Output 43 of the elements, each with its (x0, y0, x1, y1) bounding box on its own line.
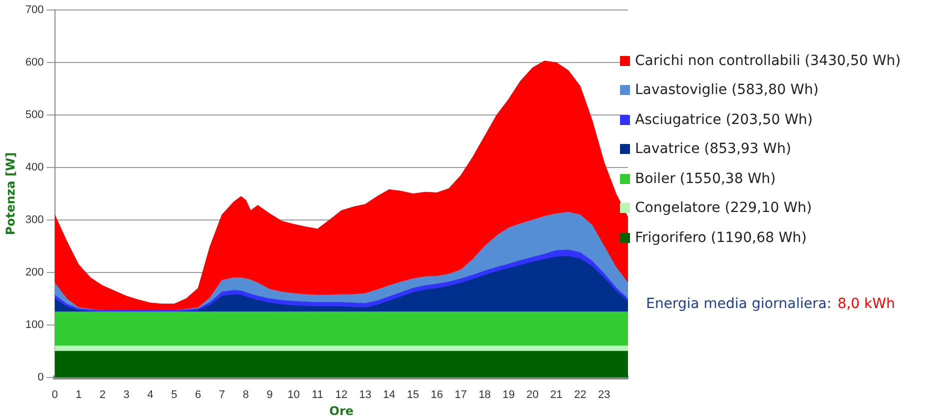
x-tick-label: 18 (478, 389, 491, 402)
x-tick-label: 15 (406, 389, 420, 402)
y-tick-label: 0 (38, 371, 44, 384)
x-tick-label: 14 (383, 389, 396, 402)
y-tick-label: 500 (25, 109, 44, 122)
text: 8,0 kWh (837, 296, 895, 312)
x-tick-label: 20 (526, 389, 539, 402)
legend-label: Lavatrice (853,93 Wh) (635, 141, 792, 158)
x-tick-label: 6 (195, 389, 202, 402)
x-tick-label: 8 (242, 389, 249, 402)
x-tick-label: 21 (550, 389, 562, 402)
y-tick-label: 300 (25, 214, 44, 226)
x-tick-label: 11 (312, 389, 324, 402)
legend-label: Frigorifero (1190,68 Wh) (635, 230, 807, 246)
x-tick-label: 17 (454, 389, 467, 402)
x-tick-label: 0 (52, 389, 58, 402)
x-tick-label: 1 (76, 389, 82, 402)
x-tick-label: 3 (123, 389, 130, 402)
y-tick-label: 400 (25, 161, 44, 174)
x-tick-label: 16 (430, 389, 444, 402)
x-tick-label: 13 (359, 389, 372, 402)
y-tick-label: 200 (25, 266, 44, 278)
x-tick-label: 19 (502, 389, 515, 402)
x-tick-label: 7 (218, 389, 226, 402)
y-tick-label: 600 (25, 56, 44, 69)
legend-label: Lavastoviglie (583,80 Wh) (635, 82, 819, 98)
legend-label: Congelatore (229,10 Wh) (635, 200, 812, 216)
x-tick-label: 4 (147, 389, 154, 402)
x-tick-label: 5 (171, 389, 178, 402)
x-tick-label: 10 (287, 389, 300, 402)
x-axis-title: Ore (329, 404, 354, 418)
legend-label: Asciugatrice (203,50 Wh) (635, 112, 813, 128)
x-tick-label: 23 (598, 389, 610, 402)
legend-label: Boiler (1550,38 Wh) (635, 170, 776, 187)
y-axis-title: Potenza [W] (3, 152, 18, 236)
legend-label: Carichi non controllabili (3430,50 Wh) (635, 52, 901, 69)
x-tick-label: 12 (335, 389, 348, 402)
x-tick-label: 22 (574, 389, 586, 402)
x-tick-label: 2 (99, 389, 106, 402)
x-tick-label: 9 (266, 389, 273, 402)
y-tick-label: 100 (25, 318, 44, 331)
text: Energia media giornaliera: (646, 296, 832, 312)
y-tick-label: 700 (25, 4, 44, 16)
